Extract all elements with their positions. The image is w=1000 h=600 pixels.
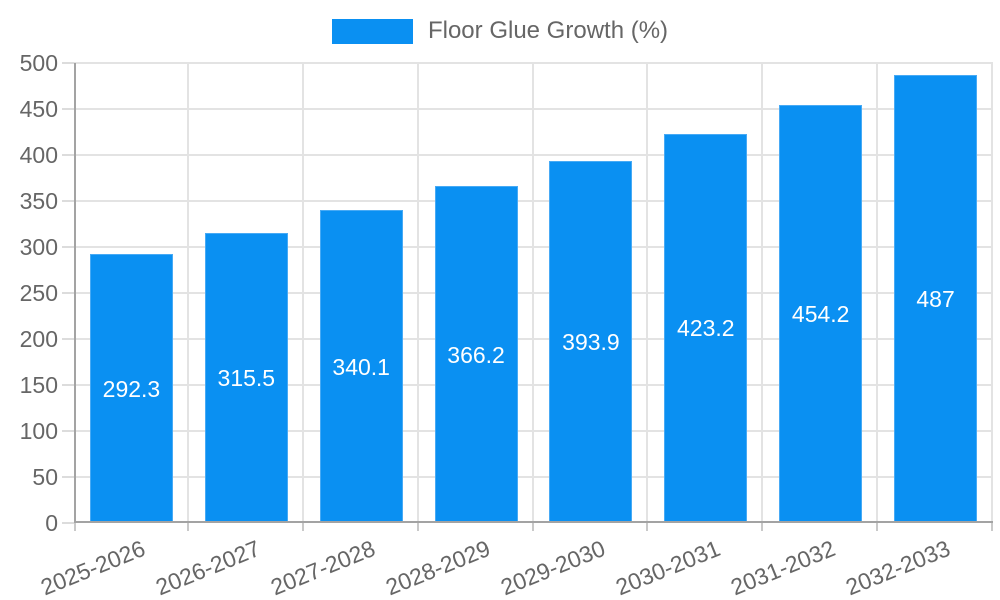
gridline-horizontal	[74, 338, 993, 340]
gridline-horizontal	[74, 292, 993, 294]
bar-value-label: 423.2	[677, 315, 735, 342]
y-axis-tick-label: 400	[19, 142, 58, 168]
x-axis-tick-label: 2031-2032	[726, 535, 839, 600]
gridline-vertical	[761, 63, 764, 523]
x-axis-line	[74, 521, 993, 523]
gridline-vertical	[416, 63, 419, 523]
x-axis-tick-label: 2025-2026	[37, 535, 150, 600]
y-axis-tick-label: 150	[19, 372, 58, 398]
gridline-horizontal	[74, 62, 993, 64]
gridline-horizontal	[74, 430, 993, 432]
gridline-horizontal	[74, 476, 993, 478]
legend-label: Floor Glue Growth (%)	[427, 17, 669, 44]
bar	[549, 160, 633, 523]
y-axis-tick-label: 200	[19, 326, 58, 352]
bar	[204, 232, 288, 523]
x-axis-tick-label: 2026-2027	[152, 535, 265, 600]
y-axis-tick	[62, 200, 74, 202]
legend-swatch-icon	[331, 18, 413, 44]
y-axis-tick	[62, 338, 74, 340]
gridline-horizontal	[74, 200, 993, 202]
x-axis-tick	[416, 523, 419, 531]
y-axis-tick	[62, 62, 74, 64]
x-axis-tick	[761, 523, 764, 531]
bar-value-label: 366.2	[447, 341, 505, 368]
y-axis-tick	[62, 430, 74, 432]
bar	[89, 254, 173, 523]
y-axis-tick	[62, 522, 74, 524]
y-axis-line	[74, 63, 76, 523]
gridline-vertical	[646, 63, 649, 523]
legend-item-floor-glue-growth[interactable]: Floor Glue Growth (%)	[331, 17, 669, 45]
gridline-horizontal	[74, 108, 993, 110]
gridline-vertical	[301, 63, 304, 523]
gridline-vertical	[876, 63, 879, 523]
gridline-vertical	[186, 63, 189, 523]
plot-area: 0 50 100 150 200 250 300 350 400 450 500 292.3 2025-…	[20, 50, 993, 600]
gridline-vertical	[531, 63, 534, 523]
legend: Floor Glue Growth (%)	[0, 17, 1000, 45]
y-axis-tick	[62, 384, 74, 386]
x-axis-tick-label: 2030-2031	[611, 535, 724, 600]
gridline-horizontal	[74, 154, 993, 156]
bar-value-label: 315.5	[217, 364, 276, 391]
y-axis-tick-label: 500	[19, 50, 58, 76]
y-axis-tick	[62, 292, 74, 294]
gridline-horizontal	[74, 246, 993, 248]
y-axis-tick	[62, 246, 74, 248]
y-axis-tick-label: 450	[19, 96, 58, 122]
x-axis-tick-label: 2028-2029	[382, 535, 494, 600]
x-axis-tick	[646, 523, 649, 531]
y-axis-tick-label: 0	[45, 510, 58, 536]
y-axis-tick-label: 100	[19, 418, 58, 444]
bar-value-label: 292.3	[102, 375, 161, 402]
bar	[894, 74, 978, 523]
x-axis-tick	[301, 523, 304, 531]
y-axis-tick	[62, 476, 74, 478]
bar-value-label: 393.9	[562, 328, 620, 355]
x-axis-tick	[186, 523, 189, 531]
gridline-vertical	[991, 63, 993, 523]
y-axis-tick-label: 350	[19, 188, 58, 214]
x-axis-tick-label: 2029-2030	[496, 535, 609, 600]
y-axis-tick	[62, 154, 74, 156]
bar	[779, 105, 863, 523]
x-axis-tick-label: 2032-2033	[841, 535, 954, 600]
bar	[319, 210, 403, 523]
y-axis-tick-label: 50	[32, 464, 58, 490]
x-axis-tick	[531, 523, 534, 531]
x-axis-tick-label: 2027-2028	[267, 535, 379, 600]
x-axis-tick	[991, 523, 993, 531]
bar	[434, 186, 518, 523]
x-axis-tick	[74, 523, 76, 531]
y-axis-tick-label: 250	[19, 280, 58, 306]
gridline-horizontal	[74, 384, 993, 386]
bar-value-label: 454.2	[791, 301, 850, 328]
bar-value-label: 340.1	[332, 353, 390, 380]
bar-value-label: 487	[916, 285, 955, 312]
y-axis-tick	[62, 108, 74, 110]
bar	[664, 133, 748, 523]
y-axis-tick-label: 300	[19, 234, 58, 260]
x-axis-tick	[876, 523, 879, 531]
